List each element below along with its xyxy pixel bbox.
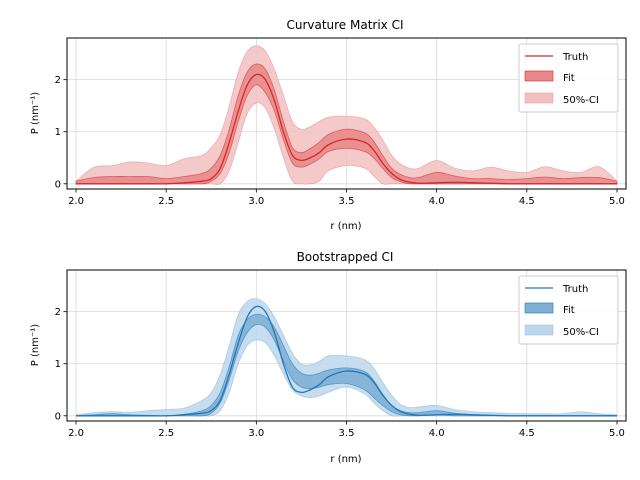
- chart-title: Bootstrapped CI: [297, 250, 394, 264]
- legend-swatch-ci: [524, 324, 554, 336]
- x-tick-label: 4.0: [429, 196, 445, 207]
- x-tick-label: 4.5: [519, 196, 535, 207]
- x-tick-label: 5.0: [609, 428, 625, 439]
- y-tick-label: 1: [55, 359, 61, 370]
- legend-label-truth: Truth: [562, 52, 588, 63]
- legend-label-fit: Fit: [563, 73, 575, 84]
- x-tick-label: 2.0: [68, 428, 84, 439]
- legend-label-truth: Truth: [562, 284, 588, 295]
- x-tick-label: 2.5: [158, 196, 174, 207]
- legend-swatch-ci: [524, 92, 554, 104]
- fit-band: [75, 313, 617, 417]
- y-tick-label: 1: [55, 127, 61, 138]
- legend-label-ci: 50%-CI: [563, 95, 599, 106]
- x-tick-label: 3.5: [339, 428, 355, 439]
- x-tick-label: 3.0: [248, 196, 264, 207]
- legend-label-fit: Fit: [563, 305, 575, 316]
- y-tick-label: 0: [55, 411, 61, 422]
- y-tick-label: 2: [55, 307, 61, 318]
- truth-line: [76, 305, 617, 417]
- legend: Truth Fit 50%-CI: [518, 43, 619, 113]
- y-axis-label: P (nm⁻¹): [30, 324, 41, 366]
- y-tick-label: 2: [55, 75, 61, 86]
- chart-marks: [75, 298, 618, 417]
- chart-title: Curvature Matrix CI: [286, 18, 403, 32]
- y-tick-label: 0: [55, 179, 61, 190]
- x-tick-label: 4.0: [429, 428, 445, 439]
- x-tick-label: 4.5: [519, 428, 535, 439]
- x-tick-label: 2.5: [158, 428, 174, 439]
- x-tick-label: 2.0: [68, 196, 84, 207]
- legend-swatch-fit: [524, 70, 554, 82]
- y-axis-label: P (nm⁻¹): [30, 92, 41, 134]
- chart-panel-curvature: Curvature Matrix CI 2.0 2.5 3.0 3.5 4.0 4.5 5.…: [30, 18, 627, 232]
- x-tick-label: 5.0: [609, 196, 625, 207]
- x-axis-label: r (nm): [330, 221, 361, 232]
- legend-label-ci: 50%-CI: [563, 327, 599, 338]
- legend: Truth Fit 50%-CI: [518, 275, 619, 345]
- axis-ticks: 2.0 2.5 3.0 3.5 4.0 4.5 5.0 0 1 2: [55, 307, 625, 439]
- chart-marks: [75, 45, 618, 186]
- x-axis-label: r (nm): [330, 454, 361, 465]
- axis-ticks: 2.0 2.5 3.0 3.5 4.0 4.5 5.0 0 1 2: [55, 75, 625, 207]
- legend-swatch-fit: [524, 302, 554, 314]
- truth-line: [76, 73, 617, 185]
- chart-panel-bootstrap: Bootstrapped CI 2.0 2.5 3.0 3.5 4.0 4.5 5.0012…: [30, 250, 627, 465]
- x-tick-label: 3.0: [248, 428, 264, 439]
- x-tick-label: 3.5: [339, 196, 355, 207]
